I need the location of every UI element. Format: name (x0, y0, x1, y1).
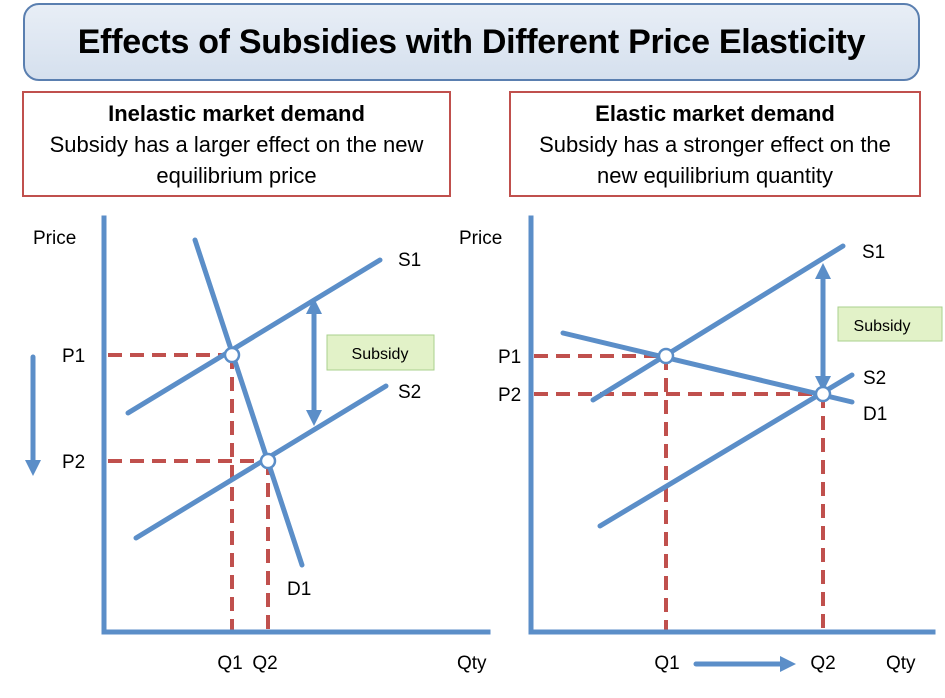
right-s2-curve (597, 372, 855, 529)
page-title: Effects of Subsidies with Different Pric… (77, 22, 866, 61)
left-price-label: Price (33, 228, 76, 249)
right-subsidy-label: Subsidy (854, 318, 911, 335)
left-d1-curve (192, 237, 305, 568)
left-qty-label: Qty (457, 653, 487, 674)
right-d1-label: D1 (863, 404, 887, 425)
left-p2-label: P2 (62, 452, 85, 473)
right-qty-label: Qty (886, 653, 916, 674)
left-diagram: Subsidy Price S1 S2 D1 P1 P2 Q1 Q2 Qty (24, 215, 491, 674)
left-q2-label: Q2 (252, 653, 277, 674)
right-q1-label: Q1 (654, 653, 679, 674)
left-p1-label: P1 (62, 346, 85, 367)
left-q1-label: Q1 (217, 653, 242, 674)
left-s1-curve (125, 257, 383, 416)
right-q2-label: Q2 (810, 653, 835, 674)
left-caption-box: Inelastic market demand Subsidy has a la… (22, 91, 451, 197)
left-subsidy-box (326, 334, 435, 371)
right-caption-line1: Subsidy has a stronger effect on the (539, 131, 891, 157)
right-equilibrium-1 (657, 347, 675, 365)
right-p1-label: P1 (498, 347, 521, 368)
right-price-label: Price (459, 228, 502, 249)
right-s1-label: S1 (862, 242, 885, 263)
right-p2-label: P2 (498, 385, 521, 406)
left-caption-line1: Subsidy has a larger effect on the new (49, 131, 424, 157)
left-heading: Inelastic market demand (108, 100, 365, 126)
left-subsidy-label: Subsidy (352, 346, 409, 363)
right-s1-curve (590, 243, 846, 403)
left-caption-line2: equilibrium price (156, 162, 317, 188)
right-heading: Elastic market demand (595, 100, 835, 126)
left-s2-label: S2 (398, 382, 421, 403)
right-d1-curve (560, 330, 855, 405)
left-equilibrium-2 (259, 452, 277, 470)
left-d1-label: D1 (287, 579, 311, 600)
right-subsidy-box (837, 306, 943, 342)
right-caption-line2: new equilibrium quantity (596, 162, 834, 188)
left-s1-label: S1 (398, 250, 421, 271)
right-caption-box: Elastic market demand Subsidy has a stro… (509, 91, 921, 197)
right-s2-label: S2 (863, 368, 886, 389)
title-banner: Effects of Subsidies with Different Pric… (23, 3, 920, 81)
right-diagram: Subsidy Price S1 S2 D1 P1 P2 Q1 Q2 Qty (459, 215, 943, 674)
right-equilibrium-2 (814, 385, 832, 403)
left-equilibrium-1 (223, 346, 241, 364)
